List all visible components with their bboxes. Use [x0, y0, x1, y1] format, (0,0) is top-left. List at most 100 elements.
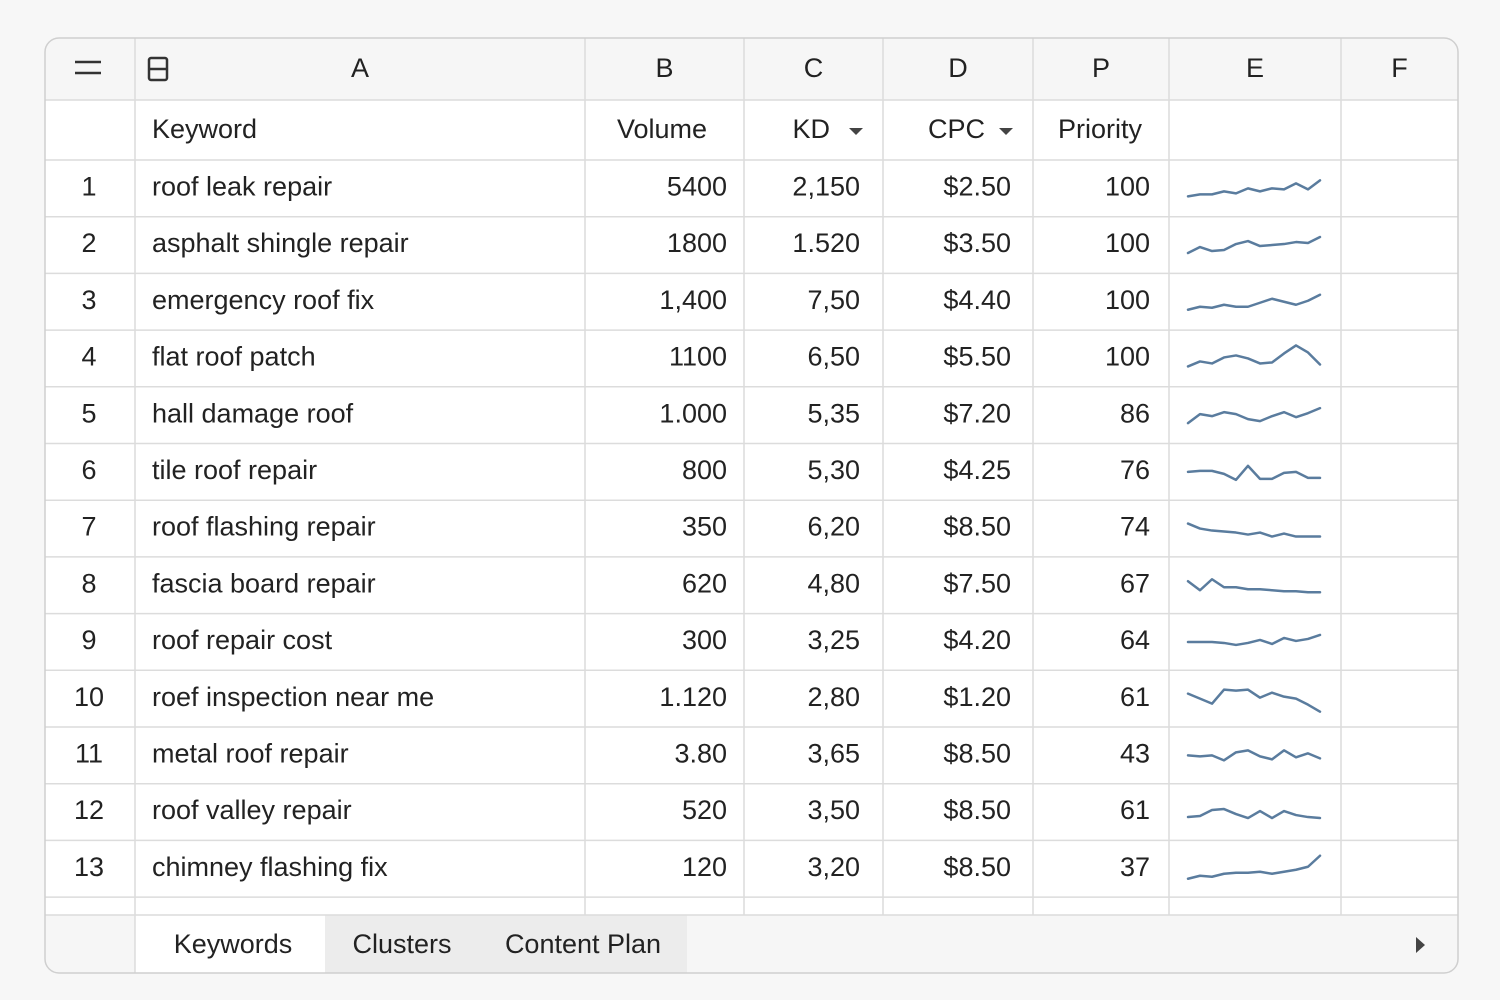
active-tab-bg	[135, 915, 325, 973]
header-cell: Priority	[1058, 114, 1143, 144]
filter-arrow[interactable]	[999, 128, 1013, 135]
cell: fascia board repair	[152, 568, 376, 598]
cell: emergency roof fix	[152, 285, 375, 315]
cell: 43	[1120, 738, 1150, 768]
cell: $8.50	[943, 512, 1011, 542]
cell: 1,400	[659, 285, 727, 315]
cell: 3.80	[674, 738, 727, 768]
cell: 100	[1105, 228, 1150, 258]
cell: 67	[1120, 568, 1150, 598]
cell: 520	[682, 795, 727, 825]
cell: roof leak repair	[152, 171, 332, 201]
freeze-icon[interactable]	[147, 56, 169, 82]
cell: 100	[1105, 171, 1150, 201]
row-number: 7	[81, 512, 96, 542]
cell: $7.20	[943, 398, 1011, 428]
sparkline	[1186, 464, 1322, 482]
sheet-frame	[45, 38, 1458, 973]
header-cell: KD	[792, 114, 830, 144]
tab-bg	[480, 915, 687, 973]
cell: 4,80	[807, 568, 860, 598]
cell: roof flashing repair	[152, 512, 376, 542]
cell: roof repair cost	[152, 625, 333, 655]
column-letter: D	[948, 53, 968, 83]
row-number: 2	[81, 228, 96, 258]
sparkline	[1186, 633, 1322, 647]
sparkline	[1186, 235, 1322, 255]
cell: metal roof repair	[152, 738, 349, 768]
cell: 300	[682, 625, 727, 655]
cell: 7,50	[807, 285, 860, 315]
cell: 61	[1120, 682, 1150, 712]
cell: $7.50	[943, 568, 1011, 598]
cell: 61	[1120, 795, 1150, 825]
filter-arrow[interactable]	[849, 128, 863, 135]
cell: 37	[1120, 852, 1150, 882]
column-letter: B	[655, 53, 673, 83]
sparkline	[1186, 406, 1322, 425]
cell: flat roof patch	[152, 342, 316, 372]
row-number: 1	[81, 171, 96, 201]
sheet-tab[interactable]: Keywords	[174, 929, 293, 959]
cell: 5,35	[807, 398, 860, 428]
cell: 1.120	[659, 682, 727, 712]
row-number: 11	[75, 738, 103, 768]
cell: 74	[1120, 512, 1150, 542]
row-number: 8	[81, 568, 96, 598]
row-number: 12	[74, 795, 104, 825]
column-letter: E	[1246, 53, 1264, 83]
cell: $4.20	[943, 625, 1011, 655]
cell: asphalt shingle repair	[152, 228, 409, 258]
cell: tile roof repair	[152, 455, 317, 485]
row-number: 5	[81, 398, 96, 428]
cell: 800	[682, 455, 727, 485]
sparkline	[1186, 522, 1322, 538]
row-number: 13	[74, 852, 104, 882]
cell: $2.50	[943, 171, 1011, 201]
menu-icon[interactable]	[75, 60, 101, 75]
cell: roef inspection near me	[152, 682, 434, 712]
row-number: 9	[81, 625, 96, 655]
cell: $3.50	[943, 228, 1011, 258]
row-number: 3	[81, 285, 96, 315]
cell: 3,65	[807, 738, 860, 768]
cell: 76	[1120, 455, 1150, 485]
cell: $4.40	[943, 285, 1011, 315]
sparkline	[1186, 293, 1322, 311]
cell: $5.50	[943, 342, 1011, 372]
row-number: 6	[81, 455, 96, 485]
cell: $4.25	[943, 455, 1011, 485]
column-letter: C	[804, 53, 824, 83]
column-letter: A	[351, 53, 369, 83]
sheet-tab[interactable]: Content Plan	[505, 929, 661, 959]
scroll-right[interactable]	[1416, 937, 1425, 953]
column-letter: F	[1391, 53, 1408, 83]
cell: 6,20	[807, 512, 860, 542]
sheet-border	[44, 37, 1459, 974]
cell: 5400	[667, 171, 727, 201]
cell: 350	[682, 512, 727, 542]
row-number: 4	[81, 342, 96, 372]
cell: chimney flashing fix	[152, 852, 388, 882]
column-letter: P	[1092, 53, 1110, 83]
sheet-tab[interactable]: Clusters	[352, 929, 451, 959]
cell: 1.000	[659, 398, 727, 428]
tab-bg	[325, 915, 480, 973]
cell: $8.50	[943, 795, 1011, 825]
cell: 86	[1120, 398, 1150, 428]
cell: 6,50	[807, 342, 860, 372]
cell: roof valley repair	[152, 795, 352, 825]
cell: 3,50	[807, 795, 860, 825]
cell: 1.520	[792, 228, 860, 258]
cell: 5,30	[807, 455, 860, 485]
sparkline	[1186, 807, 1322, 820]
cell: 100	[1105, 342, 1150, 372]
sparkline	[1186, 854, 1322, 880]
header-cell: CPC	[928, 114, 985, 144]
sparkline	[1186, 688, 1322, 713]
sparkline	[1186, 179, 1322, 198]
cell: 3,25	[807, 625, 860, 655]
cell: 2,80	[807, 682, 860, 712]
cell: 620	[682, 568, 727, 598]
